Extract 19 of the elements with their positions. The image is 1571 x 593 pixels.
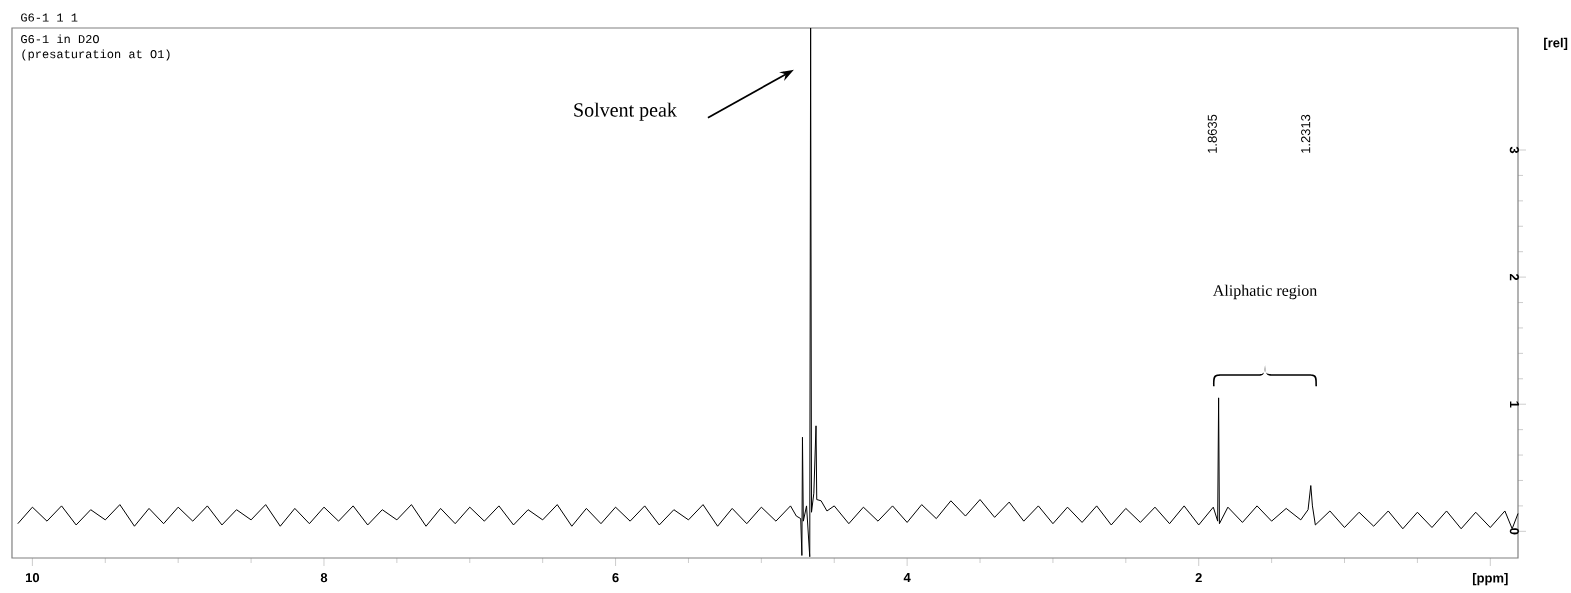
x-tick-label: 6 (612, 573, 619, 583)
annotation: Solvent peak (574, 102, 677, 121)
y-tick-label: 0 (1509, 528, 1519, 535)
x-tick-label: [ppm] (1472, 573, 1508, 586)
x-tick-label: 4 (903, 573, 911, 582)
x-tick-label: 10 (25, 573, 40, 583)
line-series (17, 27, 1519, 558)
x-tick-label: 8 (320, 573, 328, 583)
y-tick-label: 3 (1509, 146, 1519, 154)
annotation: G6-1 in D2O (21, 34, 99, 44)
chart-title: G6-1 1 1 (21, 13, 78, 22)
y-tick-label: 1 (1510, 401, 1519, 408)
y-tick-label: 2 (1509, 273, 1519, 281)
y-axis-title: [rel] (1544, 37, 1568, 50)
x-tick-label: 2 (1195, 573, 1202, 583)
annotation: Aliphatic region (1212, 284, 1317, 300)
annotation: 1.2313 (1301, 114, 1311, 153)
annotation: (presaturation at O1) (22, 49, 170, 61)
annotation: 1.8635 (1207, 114, 1217, 153)
